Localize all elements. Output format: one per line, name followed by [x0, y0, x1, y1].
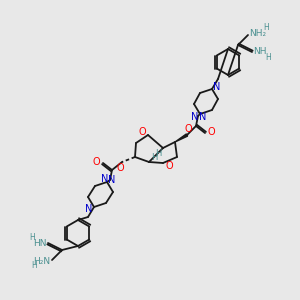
Text: O: O — [138, 127, 146, 137]
Text: N: N — [199, 112, 207, 122]
Text: N: N — [85, 204, 93, 214]
Text: H: H — [263, 23, 269, 32]
Text: O: O — [165, 161, 173, 171]
Polygon shape — [175, 134, 188, 142]
Text: O: O — [184, 124, 192, 134]
Text: NH: NH — [253, 47, 267, 56]
Text: O: O — [207, 127, 215, 137]
Text: N: N — [108, 175, 116, 185]
Text: H: H — [29, 233, 35, 242]
Text: O: O — [92, 157, 100, 167]
Text: H: H — [151, 152, 157, 161]
Text: N: N — [191, 112, 199, 122]
Text: H: H — [155, 148, 161, 158]
Text: NH₂: NH₂ — [249, 28, 267, 38]
Text: N: N — [213, 82, 221, 92]
Text: H₂N: H₂N — [33, 257, 51, 266]
Text: HN: HN — [33, 238, 47, 247]
Text: H: H — [265, 52, 271, 62]
Text: O: O — [116, 163, 124, 173]
Text: H: H — [31, 262, 37, 271]
Text: N: N — [101, 174, 109, 184]
